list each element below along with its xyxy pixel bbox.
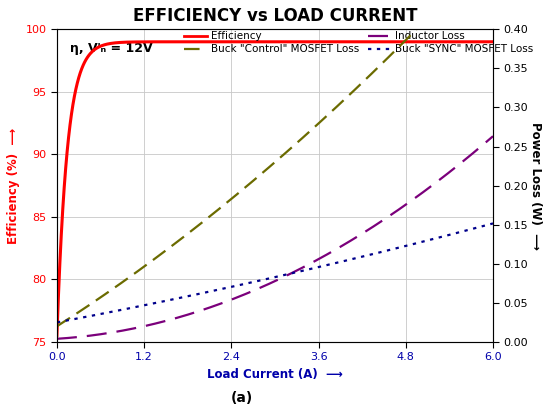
- X-axis label: Load Current (A)  ⟶: Load Current (A) ⟶: [207, 368, 343, 381]
- Text: (a): (a): [231, 391, 253, 404]
- Text: η, Vᴵₙ = 12V: η, Vᴵₙ = 12V: [70, 42, 153, 55]
- Y-axis label: Efficiency (%)  ⟶: Efficiency (%) ⟶: [7, 128, 20, 244]
- Title: EFFICIENCY vs LOAD CURRENT: EFFICIENCY vs LOAD CURRENT: [133, 7, 417, 25]
- Y-axis label: Power Loss (W)  ⟶: Power Loss (W) ⟶: [529, 122, 542, 250]
- Legend: Efficiency, Buck "Control" MOSFET Loss, Inductor Loss, Buck "SYNC" MOSFET Loss: Efficiency, Buck "Control" MOSFET Loss, …: [184, 32, 533, 55]
